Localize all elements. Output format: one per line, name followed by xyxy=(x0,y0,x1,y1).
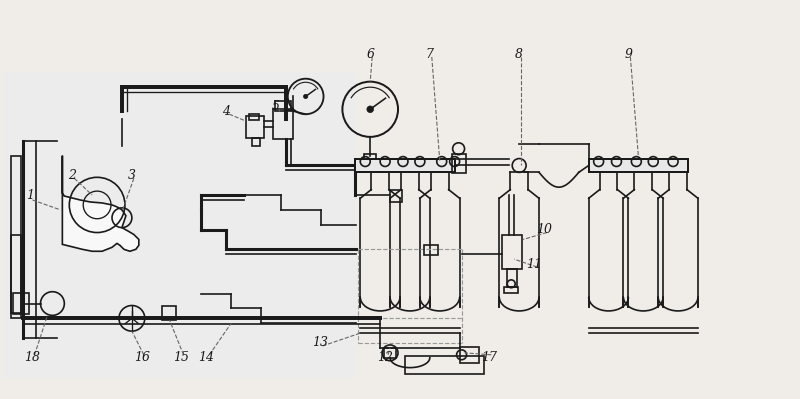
Text: 5: 5 xyxy=(272,100,280,113)
Circle shape xyxy=(367,106,374,113)
Bar xyxy=(246,116,264,138)
Bar xyxy=(273,109,293,139)
Text: 15: 15 xyxy=(174,351,190,364)
Text: 9: 9 xyxy=(625,47,633,61)
Bar xyxy=(459,347,479,363)
Bar xyxy=(10,156,21,318)
Text: 13: 13 xyxy=(313,336,329,350)
Bar xyxy=(364,154,376,162)
Bar xyxy=(390,190,402,202)
Bar xyxy=(13,293,29,314)
Text: 16: 16 xyxy=(134,351,150,364)
Text: 3: 3 xyxy=(128,169,136,182)
Bar xyxy=(405,356,485,373)
Text: 8: 8 xyxy=(515,47,523,61)
Text: 18: 18 xyxy=(25,351,41,364)
Bar xyxy=(384,348,396,358)
Text: 11: 11 xyxy=(526,258,542,271)
Text: 10: 10 xyxy=(536,223,552,236)
Bar xyxy=(504,287,518,293)
Bar xyxy=(424,245,438,255)
Polygon shape xyxy=(62,156,139,251)
Text: 17: 17 xyxy=(482,351,498,364)
Circle shape xyxy=(303,94,308,99)
Bar xyxy=(502,235,522,269)
Bar xyxy=(162,306,175,320)
Text: 6: 6 xyxy=(366,47,374,61)
Bar xyxy=(589,158,688,172)
Bar xyxy=(252,138,260,146)
Bar xyxy=(355,158,454,172)
Text: 2: 2 xyxy=(68,169,76,182)
Bar xyxy=(249,114,259,120)
Text: 1: 1 xyxy=(26,189,34,201)
Bar xyxy=(10,235,21,313)
Bar xyxy=(452,154,466,174)
Bar xyxy=(2,72,355,377)
Text: 7: 7 xyxy=(426,47,434,61)
Text: 12: 12 xyxy=(377,351,393,364)
Text: 14: 14 xyxy=(198,351,214,364)
Bar xyxy=(275,101,290,111)
Text: 4: 4 xyxy=(222,105,230,118)
Bar xyxy=(507,269,517,287)
